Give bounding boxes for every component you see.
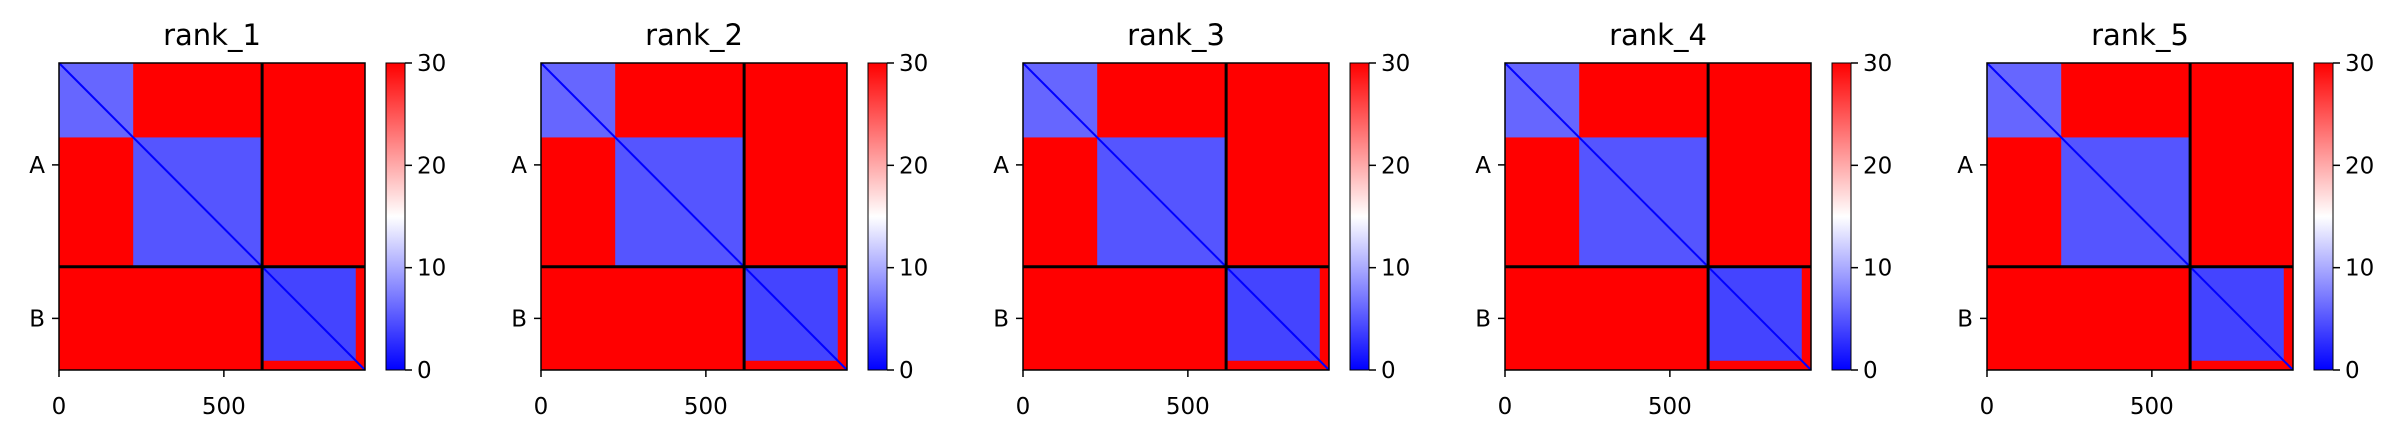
x-tick-label: 500 <box>2130 394 2174 420</box>
panel-title: rank_3 <box>1127 18 1225 52</box>
x-tick-label: 0 <box>1498 394 1513 420</box>
y-tick-label: A <box>993 153 1009 179</box>
x-tick-label: 0 <box>1016 394 1031 420</box>
heatmap-frame <box>58 62 366 371</box>
colorbar-tick-label: 10 <box>1863 256 1892 282</box>
colorbar <box>1349 62 1370 371</box>
y-tick-label: B <box>1957 306 1973 332</box>
diagonal-line <box>1986 62 2294 371</box>
colorbar-tick-label: 20 <box>2345 153 2374 179</box>
colorbar-tick-label: 0 <box>899 358 914 384</box>
colorbar-tick-label: 10 <box>1381 256 1410 282</box>
x-tick-label: 0 <box>534 394 549 420</box>
colorbar-tick-label: 0 <box>1381 358 1396 384</box>
x-tick-label: 500 <box>684 394 728 420</box>
panel-1: rank_1 A B 0 500 0 10 20 30 <box>29 18 446 420</box>
heatmap-frame <box>1986 62 2294 371</box>
y-tick-label: B <box>1475 306 1491 332</box>
x-tick-label: 500 <box>202 394 246 420</box>
colorbar <box>1831 62 1852 371</box>
panel-2: rank_2 A B 0 500 0 10 20 30 <box>511 18 928 420</box>
colorbar-tick-label: 10 <box>899 256 928 282</box>
colorbar-tick-label: 0 <box>1863 358 1878 384</box>
colorbar <box>867 62 888 371</box>
colorbar-tick-label: 20 <box>1863 153 1892 179</box>
colorbar-tick-label: 0 <box>2345 358 2360 384</box>
x-tick-label: 0 <box>1980 394 1995 420</box>
x-tick-label: 500 <box>1648 394 1692 420</box>
y-tick-label: B <box>511 306 527 332</box>
diagonal-line <box>540 62 848 371</box>
colorbar <box>385 62 406 371</box>
colorbar-tick-label: 30 <box>2345 51 2374 77</box>
colorbar-tick-label: 20 <box>417 153 446 179</box>
heatmap-frame <box>1022 62 1330 371</box>
y-tick-label: A <box>1475 153 1491 179</box>
colorbar-tick-label: 10 <box>417 256 446 282</box>
panel-title: rank_1 <box>163 18 261 52</box>
y-tick-label: A <box>1957 153 1973 179</box>
colorbar-tick-label: 10 <box>2345 256 2374 282</box>
colorbar-tick-label: 30 <box>417 51 446 77</box>
panel-title: rank_4 <box>1609 18 1707 52</box>
x-tick-label: 500 <box>1166 394 1210 420</box>
diagonal-line <box>1022 62 1330 371</box>
colorbar <box>2313 62 2334 371</box>
colorbar-tick-label: 30 <box>1863 51 1892 77</box>
colorbar-tick-label: 30 <box>1381 51 1410 77</box>
panel-5: rank_5 A B 0 500 0 10 20 30 <box>1957 18 2374 420</box>
panel-title: rank_5 <box>2091 18 2189 52</box>
colorbar-tick-label: 0 <box>417 358 432 384</box>
heatmap-frame <box>1504 62 1812 371</box>
panel-4: rank_4 A B 0 500 0 10 20 30 <box>1475 18 1892 420</box>
x-tick-label: 0 <box>52 394 67 420</box>
diagonal-line <box>58 62 366 371</box>
colorbar-tick-label: 20 <box>1381 153 1410 179</box>
colorbar-tick-label: 20 <box>899 153 928 179</box>
y-tick-label: B <box>993 306 1009 332</box>
y-tick-label: A <box>511 153 527 179</box>
panel-3: rank_3 A B 0 500 0 10 20 30 <box>993 18 1410 420</box>
panel-title: rank_2 <box>645 18 743 52</box>
heatmap-frame <box>540 62 848 371</box>
diagonal-line <box>1504 62 1812 371</box>
y-tick-label: A <box>29 153 45 179</box>
colorbar-tick-label: 30 <box>899 51 928 77</box>
y-tick-label: B <box>29 306 45 332</box>
